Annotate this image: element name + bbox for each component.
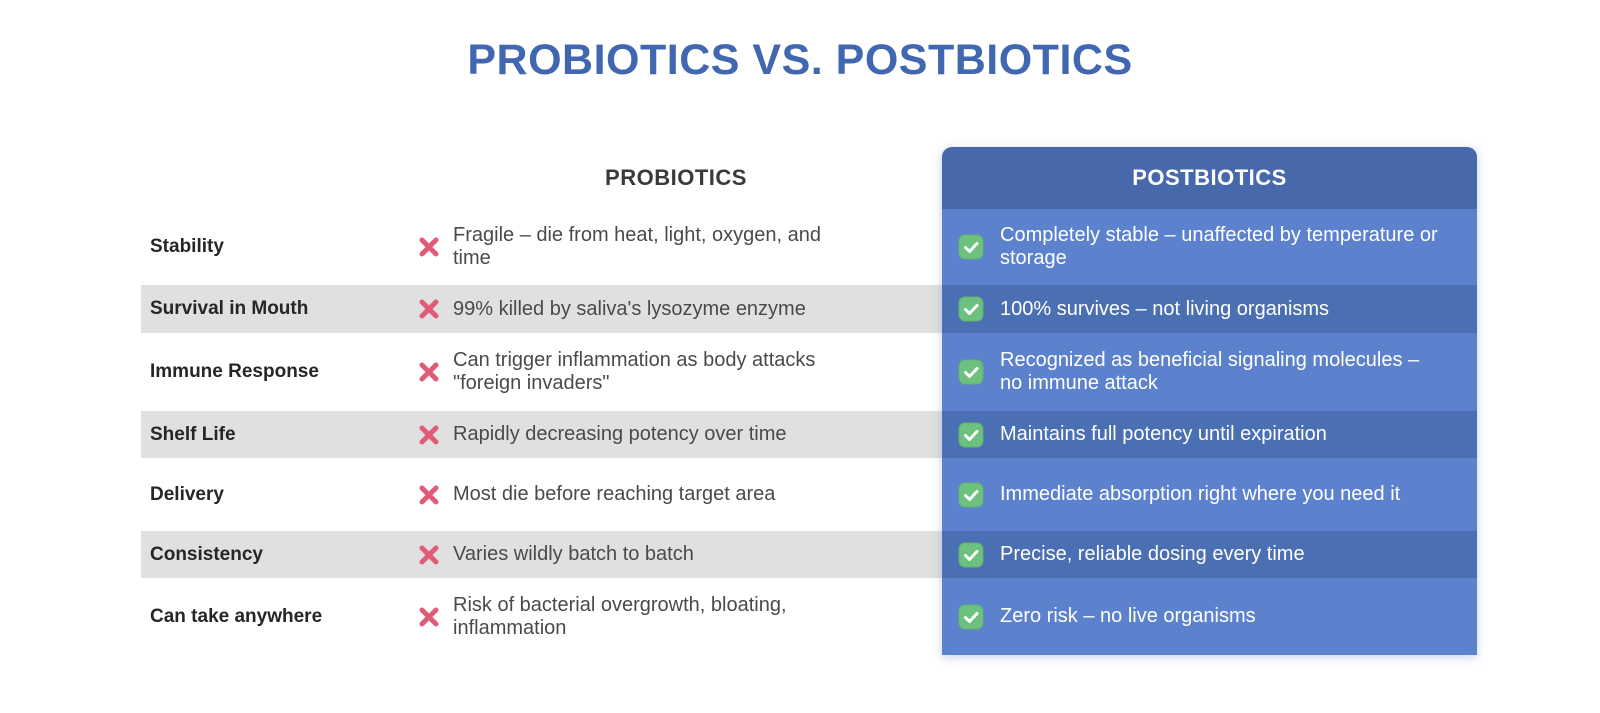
postbiotics-text: Precise, reliable dosing every time <box>1000 543 1305 566</box>
table-row: Survival in Mouth 99% killed by saliva's… <box>141 285 942 334</box>
probiotics-cell: Varies wildly batch to batch <box>410 543 942 567</box>
feature-label: Stability <box>150 236 224 258</box>
checkmark-icon <box>958 359 984 385</box>
probiotics-text: Fragile – die from heat, light, oxygen, … <box>453 224 821 270</box>
postbiotics-cell: Maintains full potency until expiration <box>942 411 1477 459</box>
x-mark-icon <box>417 483 441 507</box>
probiotics-cell: Risk of bacterial overgrowth, bloating, … <box>410 594 942 640</box>
x-mark-icon <box>417 543 441 567</box>
feature-label: Shelf Life <box>150 423 236 445</box>
postbiotics-text: Immediate absorption right where you nee… <box>1000 483 1401 506</box>
feature-label: Consistency <box>150 543 263 565</box>
postbiotics-panel: POSTBIOTICS Completely stable – unaffect… <box>942 147 1477 656</box>
probiotics-text: Varies wildly batch to batch <box>453 543 694 566</box>
postbiotics-text: Recognized as beneficial signaling molec… <box>1000 348 1420 395</box>
x-mark-icon <box>417 297 441 321</box>
probiotics-cell: Rapidly decreasing potency over time <box>410 423 942 447</box>
feature-label: Immune Response <box>150 361 319 383</box>
probiotics-text: 99% killed by saliva's lysozyme enzyme <box>453 297 806 320</box>
postbiotics-cell: Zero risk – no live organisms <box>942 578 1477 656</box>
table-row: Immune Response Can trigger inflammation… <box>141 333 942 411</box>
probiotics-cell: Most die before reaching target area <box>410 483 942 507</box>
left-header-row: PROBIOTICS <box>141 147 942 209</box>
left-table: PROBIOTICS Stability Fragile – die from … <box>141 147 942 655</box>
table-row: Consistency Varies wildly batch to batch <box>141 531 942 579</box>
page-title: PROBIOTICS VS. POSTBIOTICS <box>467 36 1133 84</box>
table-row: Can take anywhere Risk of bacterial over… <box>141 578 942 655</box>
x-mark-icon <box>417 235 441 259</box>
probiotics-cell: Can trigger inflammation as body attacks… <box>410 349 942 395</box>
postbiotics-text: Maintains full potency until expiration <box>1000 423 1327 446</box>
feature-label: Survival in Mouth <box>150 298 309 320</box>
checkmark-icon <box>958 422 984 448</box>
checkmark-icon <box>958 482 984 508</box>
feature-label: Can take anywhere <box>150 605 323 627</box>
table-row: Shelf Life Rapidly decreasing potency ov… <box>141 411 942 459</box>
feature-label: Delivery <box>150 483 224 505</box>
postbiotics-cell: 100% survives – not living organisms <box>942 285 1477 334</box>
postbiotics-cell: Recognized as beneficial signaling molec… <box>942 333 1477 412</box>
probiotics-text: Risk of bacterial overgrowth, bloating, … <box>453 593 787 639</box>
checkmark-icon <box>958 234 984 260</box>
probiotics-text: Can trigger inflammation as body attacks… <box>453 349 816 395</box>
x-mark-icon <box>417 360 441 384</box>
table-row: Stability Fragile – die from heat, light… <box>141 209 942 285</box>
postbiotics-cell: Completely stable – unaffected by temper… <box>942 209 1477 286</box>
postbiotics-text: Zero risk – no live organisms <box>1000 605 1256 628</box>
comparison-table: PROBIOTICS Stability Fragile – die from … <box>141 147 1600 656</box>
probiotics-text: Rapidly decreasing potency over time <box>453 423 787 446</box>
checkmark-icon <box>958 542 984 568</box>
postbiotics-cell: Precise, reliable dosing every time <box>942 531 1477 579</box>
probiotics-text: Most die before reaching target area <box>453 483 776 506</box>
x-mark-icon <box>417 605 441 629</box>
postbiotics-cell: Immediate absorption right where you nee… <box>942 458 1477 532</box>
postbiotics-column-header: POSTBIOTICS <box>942 147 1477 210</box>
checkmark-icon <box>958 296 984 322</box>
x-mark-icon <box>417 423 441 447</box>
checkmark-icon <box>958 604 984 630</box>
probiotics-cell: 99% killed by saliva's lysozyme enzyme <box>410 297 942 321</box>
postbiotics-text: Completely stable – unaffected by temper… <box>1000 223 1438 270</box>
postbiotics-text: 100% survives – not living organisms <box>1000 297 1330 320</box>
table-row: Delivery Most die before reaching target… <box>141 458 942 531</box>
probiotics-cell: Fragile – die from heat, light, oxygen, … <box>410 224 942 270</box>
probiotics-column-header: PROBIOTICS <box>605 165 747 191</box>
